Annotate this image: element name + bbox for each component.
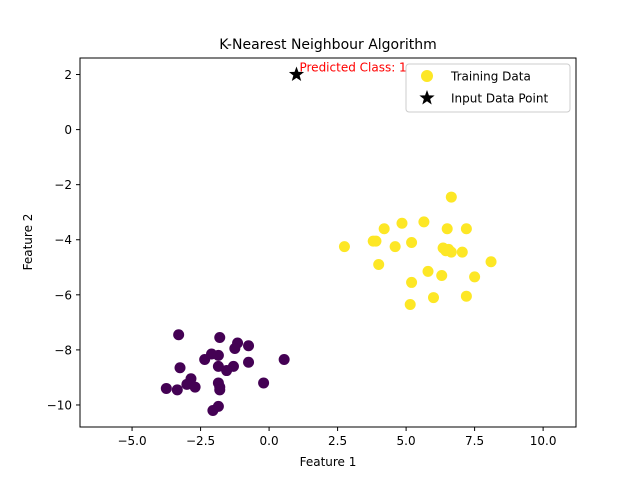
legend-training-marker xyxy=(421,70,433,82)
training-point-class-0 xyxy=(278,354,290,366)
legend: Training Data Input Data Point xyxy=(405,63,571,113)
x-tick-label: 5.0 xyxy=(397,434,416,448)
y-tick-label: 0 xyxy=(64,123,72,137)
training-point-class-0 xyxy=(189,381,201,393)
training-point-class-0 xyxy=(212,360,224,372)
training-point-class-1 xyxy=(428,292,440,304)
training-point-class-0 xyxy=(174,362,186,374)
x-tick-label: 7.5 xyxy=(465,434,484,448)
predicted-class-annotation: Predicted Class: 1 xyxy=(299,61,406,75)
y-tick-label: −10 xyxy=(47,398,72,412)
training-point-class-1 xyxy=(406,276,418,288)
data-points xyxy=(160,66,497,416)
training-point-class-0 xyxy=(214,384,226,396)
training-point-class-1 xyxy=(460,223,472,235)
training-point-class-0 xyxy=(173,329,185,341)
training-point-class-0 xyxy=(243,340,255,352)
training-point-class-1 xyxy=(418,216,430,228)
training-point-class-0 xyxy=(207,404,219,416)
y-tick-label: −4 xyxy=(54,233,72,247)
x-tick-label: −2.5 xyxy=(186,434,215,448)
training-point-class-1 xyxy=(396,217,408,229)
chart-title: K-Nearest Neighbour Algorithm xyxy=(219,37,437,53)
training-point-class-1 xyxy=(389,241,401,253)
training-point-class-0 xyxy=(160,382,172,394)
legend-training-label: Training Data xyxy=(450,70,531,84)
x-tick-label: 10.0 xyxy=(530,434,557,448)
training-point-class-1 xyxy=(436,270,448,282)
training-point-class-1 xyxy=(456,246,468,258)
training-point-class-0 xyxy=(229,343,241,355)
training-point-class-1 xyxy=(485,256,497,268)
training-point-class-0 xyxy=(212,349,224,361)
training-point-class-1 xyxy=(441,223,453,235)
x-tick-label: −5.0 xyxy=(117,434,146,448)
training-point-class-1 xyxy=(445,246,457,258)
y-tick-label: −8 xyxy=(54,343,72,357)
x-tick-label: 0.0 xyxy=(260,434,279,448)
training-point-class-1 xyxy=(469,271,481,283)
legend-input-star-icon xyxy=(419,90,435,105)
x-axis-label: Feature 1 xyxy=(300,455,357,469)
annotation-layer: Predicted Class: 1 xyxy=(299,61,406,75)
y-tick-label: −6 xyxy=(54,288,72,302)
y-axis-ticks: 2 0 −2 −4 −6 −8 −10 xyxy=(47,68,80,412)
training-point-class-0 xyxy=(171,384,183,396)
training-point-class-0 xyxy=(221,365,233,377)
training-point-class-0 xyxy=(199,354,211,366)
plot-frame xyxy=(79,57,577,428)
training-point-class-1 xyxy=(404,298,416,310)
legend-input-label: Input Data Point xyxy=(451,92,548,106)
training-point-class-0 xyxy=(258,377,270,389)
training-point-class-1 xyxy=(378,223,390,235)
y-tick-label: −2 xyxy=(54,178,72,192)
y-axis-label: Feature 2 xyxy=(21,214,35,271)
x-axis-ticks: −5.0 −2.5 0.0 2.5 5.0 7.5 10.0 xyxy=(117,427,556,448)
training-point-class-1 xyxy=(460,290,472,302)
training-point-class-1 xyxy=(370,235,382,247)
training-point-class-1 xyxy=(338,241,350,253)
training-point-class-0 xyxy=(243,356,255,368)
training-point-class-1 xyxy=(406,237,418,248)
x-tick-label: 2.5 xyxy=(328,434,347,448)
legend-box xyxy=(405,63,571,113)
training-point-class-0 xyxy=(214,332,226,344)
training-point-class-1 xyxy=(373,259,385,271)
training-point-class-1 xyxy=(445,191,457,203)
y-tick-label: 2 xyxy=(64,68,72,82)
input-data-point xyxy=(288,66,305,81)
training-point-class-1 xyxy=(422,265,434,277)
